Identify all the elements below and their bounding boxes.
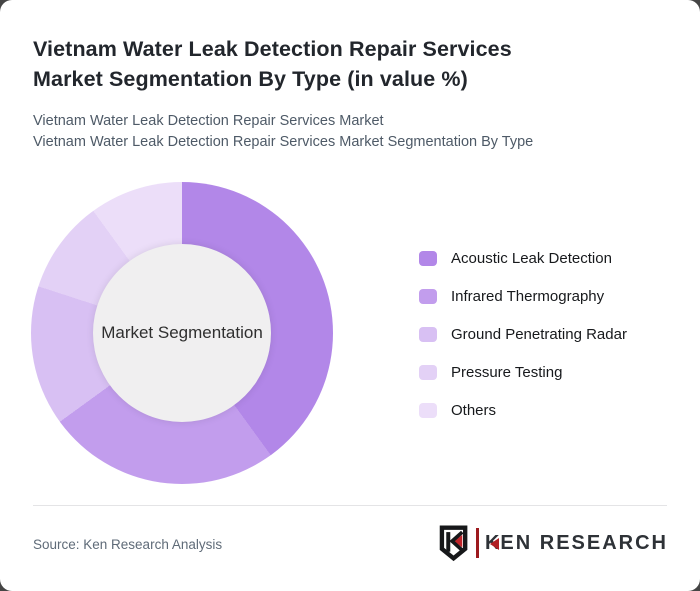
legend-swatch-gpr [419,326,437,342]
legend-label: Others [451,401,497,419]
logo-separator [475,528,479,558]
legend-label: Acoustic Leak Detection [451,249,612,267]
shield-k-icon [439,525,468,562]
donut-chart-area: Market Segmentation [31,182,333,484]
legend-item-acoustic: Acoustic Leak Detection [419,239,627,277]
brand-wordmark: K EN RESEARCH [485,532,668,555]
brand-k-accent-icon [490,538,500,550]
ken-research-logo: K EN RESEARCH [439,524,668,562]
legend-label: Ground Penetrating Radar [451,325,627,343]
donut-center: Market Segmentation [93,244,271,422]
page-title: Vietnam Water Leak Detection Repair Serv… [33,37,512,91]
legend-swatch-acoustic [419,250,437,266]
legend-label: Pressure Testing [451,363,563,381]
legend-swatch-infrared [419,288,437,304]
legend-item-gpr: Ground Penetrating Radar [419,315,627,353]
legend-item-others: Others [419,391,627,429]
footer-divider [33,505,667,506]
source-note: Source: Ken Research Analysis [33,537,223,552]
donut-center-label: Market Segmentation [101,323,263,342]
legend-swatch-others [419,402,437,418]
subtitle-market: Vietnam Water Leak Detection Repair Serv… [33,113,384,129]
legend-item-infrared: Infrared Thermography [419,277,627,315]
brand-rest: EN RESEARCH [500,531,668,554]
legend-item-pressure: Pressure Testing [419,353,627,391]
subtitle-segmentation: Vietnam Water Leak Detection Repair Serv… [33,134,534,150]
chart-subtitles: Vietnam Water Leak Detection Repair Serv… [33,111,633,153]
legend-label: Infrared Thermography [451,287,605,305]
chart-legend: Acoustic Leak Detection Infrared Thermog… [419,239,627,429]
legend-swatch-pressure [419,364,437,380]
